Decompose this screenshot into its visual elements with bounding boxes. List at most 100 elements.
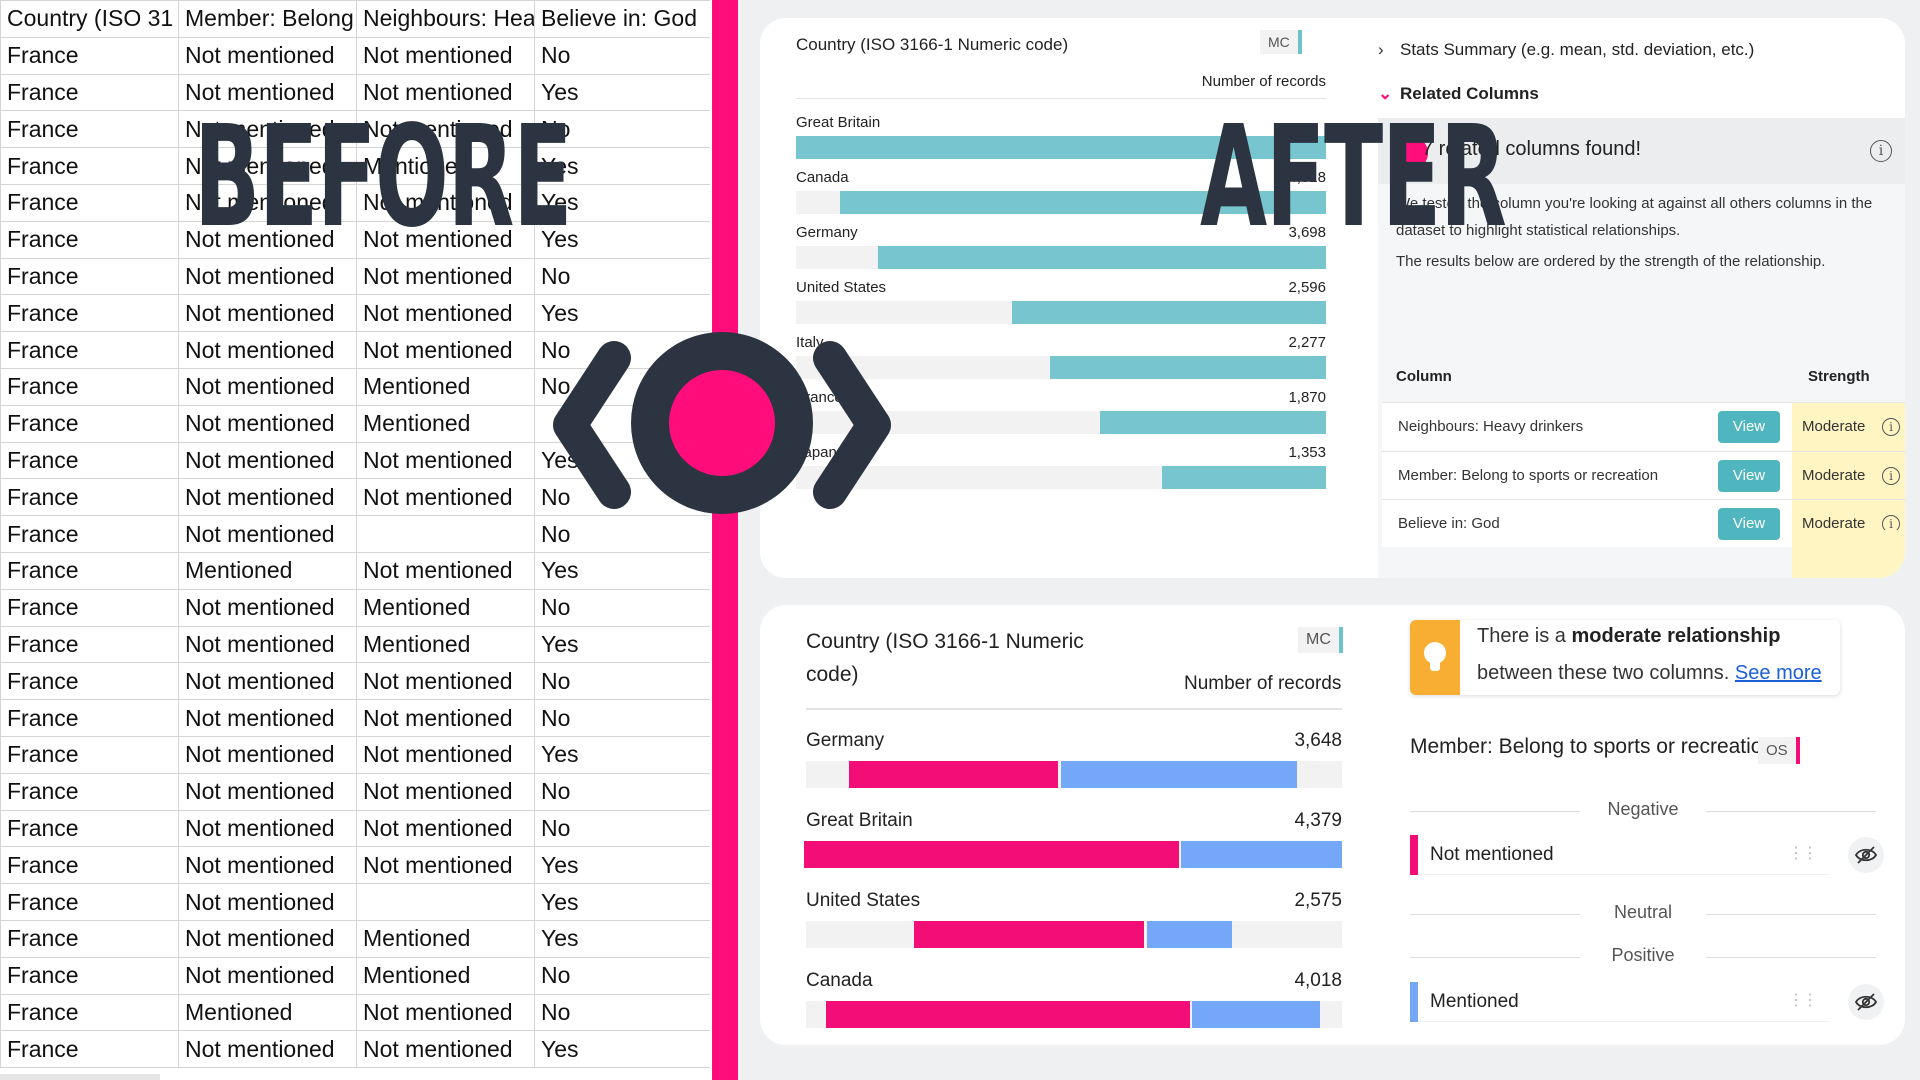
table-cell[interactable]: France — [0, 662, 179, 701]
column-header[interactable]: Member: Belong — [178, 0, 357, 38]
info-icon[interactable]: i — [1882, 418, 1900, 436]
table-cell[interactable]: Not mentioned — [178, 735, 357, 774]
table-cell[interactable]: Yes — [534, 1030, 710, 1069]
view-button[interactable]: View — [1718, 459, 1780, 492]
related-columns-toggle[interactable]: ⌄ Related Columns — [1378, 84, 1539, 104]
table-cell[interactable]: France — [0, 404, 179, 443]
drag-handle-icon[interactable]: ⋮⋮ — [1788, 992, 1818, 1009]
table-cell[interactable]: Yes — [534, 735, 710, 774]
table-cell[interactable]: France — [0, 551, 179, 590]
bar-row[interactable]: France 1,870 — [796, 389, 1326, 435]
table-cell[interactable]: Yes — [534, 294, 710, 333]
table-cell[interactable]: Not mentioned — [178, 883, 357, 921]
hide-eye-icon[interactable] — [1848, 984, 1884, 1020]
table-cell[interactable]: Not mentioned — [178, 441, 357, 480]
table-cell[interactable]: Not mentioned — [356, 220, 535, 259]
table-cell[interactable]: Mentioned — [178, 551, 357, 590]
table-cell[interactable]: Not mentioned — [356, 441, 535, 480]
bar-row[interactable]: Canada 4,018 — [796, 169, 1326, 215]
table-cell[interactable]: Yes — [534, 883, 710, 921]
table-cell[interactable]: Not mentioned — [178, 367, 357, 406]
category-item[interactable]: Not mentioned ⋮⋮ — [1410, 835, 1828, 875]
view-button[interactable]: View — [1718, 508, 1780, 540]
table-cell[interactable]: Mentioned — [356, 919, 535, 958]
table-cell[interactable]: France — [0, 699, 179, 737]
table-cell[interactable]: Not mentioned — [356, 478, 535, 517]
table-cell[interactable]: Not mentioned — [178, 147, 357, 185]
table-cell[interactable]: No — [534, 956, 710, 995]
table-cell[interactable]: Not mentioned — [178, 956, 357, 995]
table-cell[interactable]: France — [0, 735, 179, 774]
table-cell[interactable]: Not mentioned — [178, 294, 357, 333]
info-icon[interactable]: i — [1882, 466, 1900, 485]
bar-row[interactable]: Great Britain — [796, 114, 1326, 160]
table-cell[interactable]: France — [0, 110, 179, 149]
table-cell[interactable]: Not mentioned — [178, 36, 357, 75]
horizontal-scrollbar[interactable] — [0, 1074, 160, 1080]
table-cell[interactable]: Not mentioned — [356, 257, 535, 296]
table-cell[interactable]: No — [534, 257, 710, 296]
table-cell[interactable]: Not mentioned — [178, 625, 357, 664]
table-cell[interactable]: Not mentioned — [356, 809, 535, 848]
table-cell[interactable]: Not mentioned — [178, 331, 357, 369]
table-cell[interactable]: France — [0, 883, 179, 921]
table-cell[interactable]: France — [0, 220, 179, 259]
table-cell[interactable]: Yes — [534, 73, 710, 112]
table-cell[interactable]: Yes — [534, 551, 710, 590]
table-cell[interactable]: No — [534, 662, 710, 701]
table-cell[interactable]: Not mentioned — [356, 551, 535, 590]
table-cell[interactable]: France — [0, 956, 179, 995]
table-cell[interactable]: Not mentioned — [178, 478, 357, 517]
table-cell[interactable]: Not mentioned — [356, 73, 535, 112]
table-cell[interactable]: France — [0, 147, 179, 185]
stacked-bar-row[interactable]: Germany 3,648 — [806, 730, 1342, 800]
table-cell[interactable]: France — [0, 809, 179, 848]
table-cell[interactable]: Not mentioned — [178, 257, 357, 296]
table-cell[interactable]: France — [0, 331, 179, 369]
table-cell[interactable]: Yes — [534, 183, 710, 222]
table-cell[interactable]: Not mentioned — [178, 110, 357, 149]
table-cell[interactable]: France — [0, 183, 179, 222]
stacked-bar-row[interactable]: Canada 4,018 — [806, 970, 1342, 1040]
bar-row[interactable]: Germany 3,698 — [796, 224, 1326, 270]
table-cell[interactable]: No — [534, 110, 710, 149]
table-cell[interactable]: Not mentioned — [178, 404, 357, 443]
table-cell[interactable]: No — [534, 588, 710, 627]
table-cell[interactable]: Not mentioned — [178, 772, 357, 811]
table-cell[interactable]: Not mentioned — [356, 662, 535, 701]
table-cell[interactable]: Not mentioned — [356, 110, 535, 149]
table-cell[interactable]: Mentioned — [356, 625, 535, 664]
bar-row[interactable]: United States 2,596 — [796, 279, 1326, 325]
table-cell[interactable]: No — [534, 699, 710, 737]
table-cell[interactable]: Not mentioned — [178, 809, 357, 848]
drag-handle-icon[interactable]: ⋮⋮ — [1788, 845, 1818, 862]
table-cell[interactable]: France — [0, 515, 179, 553]
stacked-bar-row[interactable]: Great Britain 4,379 — [803, 810, 1342, 880]
table-cell[interactable]: France — [0, 257, 179, 296]
table-cell[interactable]: France — [0, 772, 179, 811]
table-cell[interactable]: France — [0, 993, 179, 1032]
table-cell[interactable]: Not mentioned — [356, 36, 535, 75]
table-cell[interactable]: France — [0, 625, 179, 664]
table-cell[interactable]: Not mentioned — [356, 772, 535, 811]
table-cell[interactable]: France — [0, 36, 179, 75]
table-cell[interactable]: Not mentioned — [356, 183, 535, 222]
table-cell[interactable]: Not mentioned — [356, 331, 535, 369]
table-cell[interactable]: Yes — [534, 846, 710, 885]
table-cell[interactable]: Mentioned — [178, 993, 357, 1032]
table-cell[interactable]: France — [0, 919, 179, 958]
category-item[interactable]: Mentioned ⋮⋮ — [1410, 982, 1828, 1022]
table-cell[interactable]: Not mentioned — [178, 699, 357, 737]
table-cell[interactable]: France — [0, 73, 179, 112]
bar-row[interactable]: Italy 2,277 — [796, 334, 1326, 380]
table-cell[interactable]: Mentioned — [356, 367, 535, 406]
see-more-link[interactable]: See more — [1734, 662, 1822, 684]
table-cell[interactable]: Not mentioned — [178, 846, 357, 885]
table-cell[interactable]: Not mentioned — [178, 220, 357, 259]
table-cell[interactable]: Yes — [534, 220, 710, 259]
table-cell[interactable]: No — [534, 993, 710, 1032]
table-cell[interactable]: Mentioned — [356, 588, 535, 627]
table-cell[interactable]: Mentioned — [356, 404, 535, 443]
table-cell[interactable]: Not mentioned — [356, 699, 535, 737]
hide-eye-icon[interactable] — [1848, 837, 1884, 873]
